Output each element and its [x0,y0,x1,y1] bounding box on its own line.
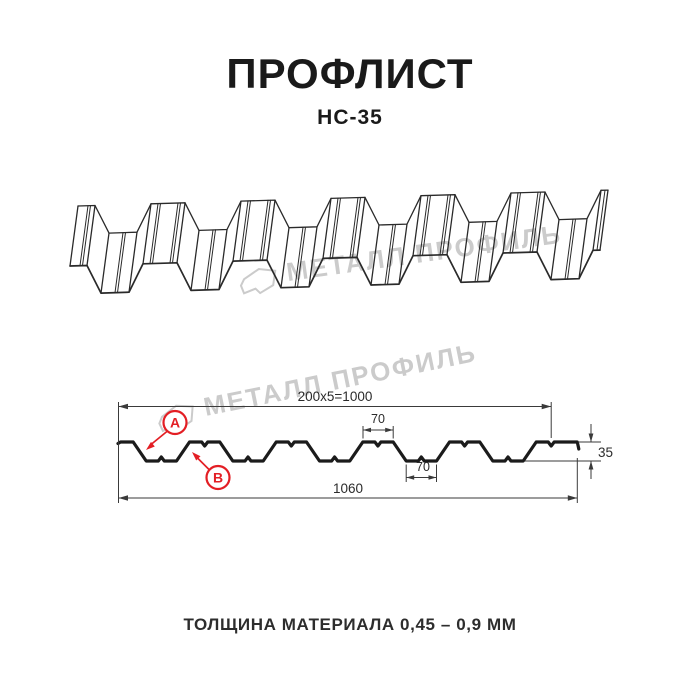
dimension-labels: 200x5=1000 1060 35 70 70 [298,389,613,496]
corrugated-sheet-3d [69,189,609,294]
dim-height: 35 [598,445,613,460]
cross-section-profile [116,440,581,463]
header: ПРОФЛИСТ НС-35 [0,50,700,130]
dim-total-width: 1060 [333,481,363,496]
dim-crest-width: 70 [371,412,385,426]
dimension-arrows [118,403,594,501]
page-subtitle: НС-35 [317,106,383,130]
page-title: ПРОФЛИСТ [226,50,474,97]
dim-width-formula: 200x5=1000 [298,389,373,404]
dim-trough-width: 70 [416,460,430,474]
watermark-upper: МЕТАЛЛ ПРОФИЛЬ [236,217,564,296]
callout-b-label: В [213,470,223,486]
callout-a-label: А [170,415,180,431]
callout-b: В [192,452,231,491]
metall-profil-logo-icon [239,267,277,295]
callout-a: А [146,409,188,450]
thickness-note: ТОЛЩИНА МАТЕРИАЛА 0,45 – 0,9 ММ [183,615,517,634]
